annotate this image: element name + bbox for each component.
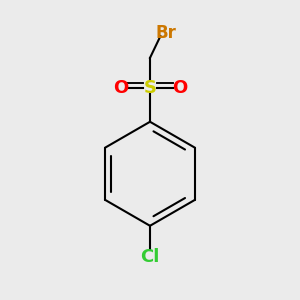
Text: Cl: Cl: [140, 248, 160, 266]
Text: Br: Br: [156, 24, 177, 42]
Text: S: S: [143, 79, 157, 97]
Text: O: O: [172, 79, 187, 97]
Text: O: O: [113, 79, 128, 97]
